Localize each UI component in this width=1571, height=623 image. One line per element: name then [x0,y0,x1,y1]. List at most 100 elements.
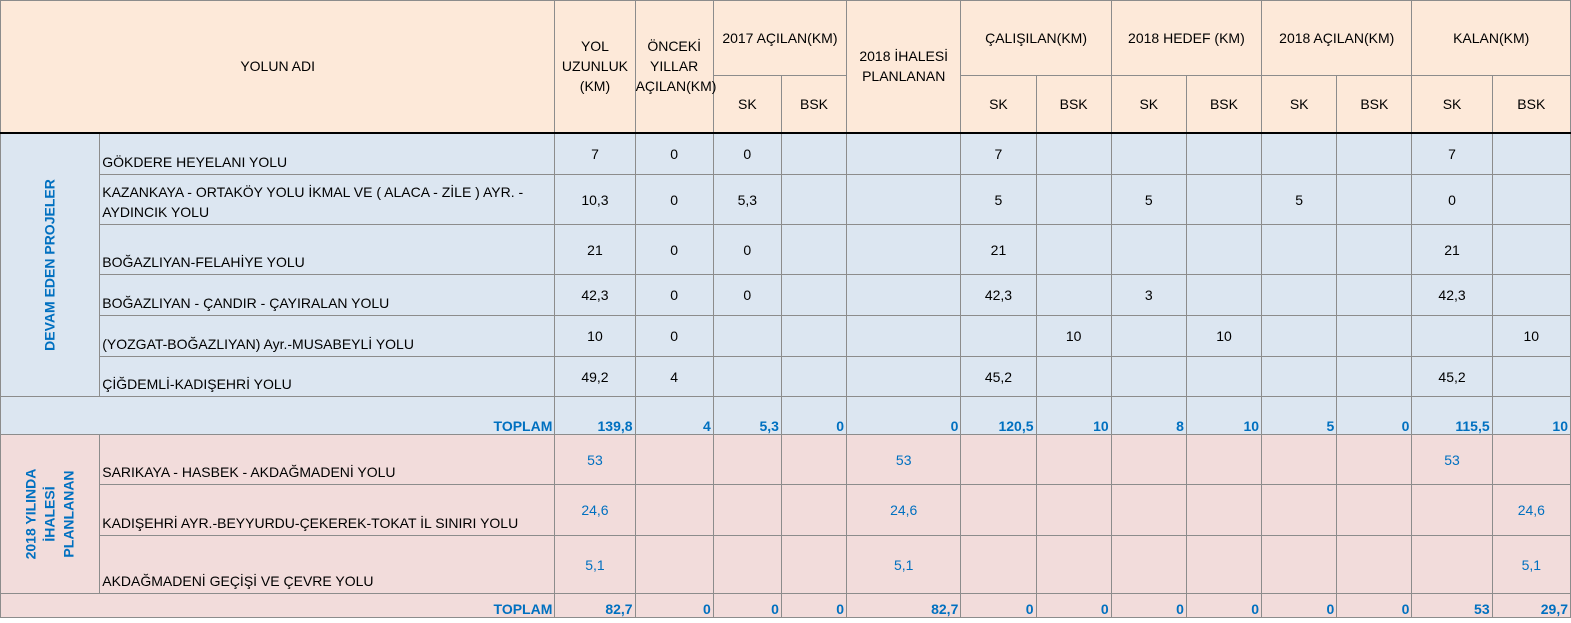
header-sk: SK [712,75,782,134]
value-cell: 42,3 [960,274,1037,316]
value-cell [846,174,962,225]
value-cell: 5,1 [1491,535,1571,594]
value-cell: 49,2 [554,356,636,397]
value-cell: 0 [1411,174,1493,225]
value-cell [1261,535,1338,594]
value-cell: 21 [960,224,1037,275]
header-yolun-adi: YOLUN ADI [0,0,556,134]
table-row: BOĞAZLIYAN-FELAHİYE YOLU 21 0 0 21 21 [1,224,1571,275]
value-cell [1035,535,1112,594]
value-cell [1110,132,1187,175]
table-row: AKDAĞMADENİ GEÇİŞİ VE ÇEVRE YOLU 5,1 5,1 5,… [1,535,1571,594]
road-name: ÇİĞDEMLİ-KADIŞEHRİ YOLU [99,356,556,397]
value-cell [712,535,782,594]
value-cell [1185,434,1263,485]
header-onceki: ÖNCEKİ YILLAR AÇILAN(KM) [634,0,716,134]
value-cell [780,535,848,594]
value-cell [1035,484,1112,536]
total-cell: 5 [1261,396,1338,435]
value-cell [1035,434,1112,485]
value-cell: 0 [712,132,782,175]
value-cell [846,356,962,397]
table-row: ÇİĞDEMLİ-KADIŞEHRİ YOLU 49,2 4 45,2 45,2 [1,356,1571,397]
value-cell [1261,356,1338,397]
section1-label-text: DEVAM EDEN PROJELER [41,178,58,351]
value-cell: 7 [1411,132,1493,175]
total-cell: 10 [1491,396,1571,435]
value-cell: 42,3 [1411,274,1493,316]
road-name: SARIKAYA - HASBEK - AKDAĞMADENİ YOLU [99,434,556,485]
value-cell: 24,6 [554,484,636,536]
value-cell: 0 [712,224,782,275]
header-bsk: BSK [1185,75,1263,134]
value-cell [1110,315,1187,357]
value-cell [712,356,782,397]
road-name: (YOZGAT-BOĞAZLIYAN) Ayr.-MUSABEYLİ YOLU [99,315,556,357]
value-cell: 0 [634,174,714,225]
value-cell [1110,535,1187,594]
value-cell [1336,174,1413,225]
value-cell [1491,356,1571,397]
value-cell [1110,434,1187,485]
table-row: KADIŞEHRİ AYR.-BEYYURDU-ÇEKEREK-TOKAT İL… [1,484,1571,536]
value-cell [1185,484,1263,536]
value-cell [780,132,848,175]
value-cell: 53 [846,434,962,485]
value-cell: 53 [1411,434,1493,485]
total-cell: 0 [1110,593,1187,618]
value-cell: 5,1 [846,535,962,594]
value-cell [1185,174,1263,225]
value-cell [1336,535,1413,594]
road-name: BOĞAZLIYAN - ÇANDIR - ÇAYIRALAN YOLU [99,274,556,316]
road-name: KAZANKAYA - ORTAKÖY YOLU İKMAL VE ( ALAC… [99,174,556,225]
value-cell [780,315,848,357]
value-cell [1261,484,1338,536]
value-cell: 5,1 [554,535,636,594]
value-cell [1491,224,1571,275]
header-sk: SK [1110,75,1187,134]
total-cell: 0 [1336,396,1413,435]
header-calisilan: ÇALIŞILAN(KM) [960,0,1112,76]
value-cell [846,274,962,316]
road-name: GÖKDERE HEYELANI YOLU [99,132,556,175]
total-cell: 82,7 [846,593,962,618]
total-cell: 0 [846,396,962,435]
value-cell: 0 [634,274,714,316]
value-cell: 5 [1110,174,1187,225]
header-bsk: BSK [1035,75,1112,134]
value-cell [1185,132,1263,175]
value-cell [1336,315,1413,357]
header-sk: SK [1261,75,1338,134]
total-row: TOPLAM 82,7 0 0 0 82,7 0 0 0 0 0 0 53 29,7 [0,593,1571,618]
value-cell [1411,315,1493,357]
table-row: BOĞAZLIYAN - ÇANDIR - ÇAYIRALAN YOLU 42,3… [1,274,1571,316]
value-cell [1110,224,1187,275]
value-cell [780,274,848,316]
header-2017-acilan: 2017 AÇILAN(KM) [712,0,848,76]
value-cell [1411,535,1493,594]
value-cell: 53 [554,434,636,485]
total-cell: 82,7 [554,593,636,618]
value-cell [846,132,962,175]
road-name: BOĞAZLIYAN-FELAHİYE YOLU [99,224,556,275]
value-cell [1185,535,1263,594]
value-cell: 24,6 [846,484,962,536]
total-cell: 0 [1261,593,1338,618]
total-label: TOPLAM [0,396,556,435]
value-cell [780,224,848,275]
table-row: DEVAM EDEN PROJELER GÖKDERE HEYELANI YOLU… [0,132,1571,397]
value-cell: 0 [634,132,714,175]
header-2018-ihale: 2018 İHALESİ PLANLANAN [846,0,962,134]
header-bsk: BSK [780,75,848,134]
total-cell: 120,5 [960,396,1037,435]
total-cell: 0 [780,396,848,435]
value-cell [780,174,848,225]
total-cell: 8 [1110,396,1187,435]
value-cell: 4 [634,356,714,397]
value-cell [1110,356,1187,397]
value-cell [634,535,714,594]
value-cell [846,224,962,275]
total-cell: 0 [1185,593,1263,618]
table-row: KAZANKAYA - ORTAKÖY YOLU İKMAL VE ( ALAC… [1,174,1571,225]
